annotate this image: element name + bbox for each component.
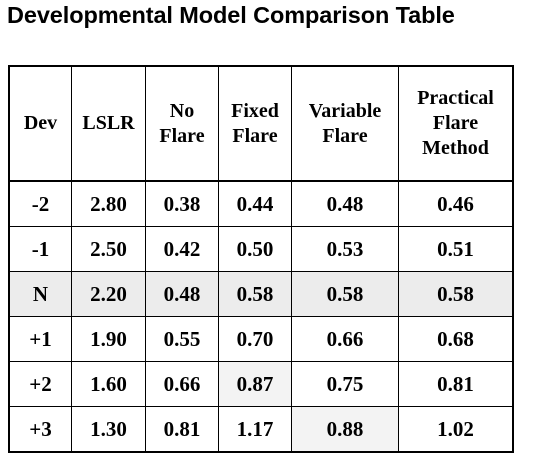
table-row: +1 1.90 0.55 0.70 0.66 0.68 bbox=[8, 316, 514, 362]
cell-practical-flare-method: 1.02 bbox=[398, 406, 514, 453]
cell-no-flare: 0.81 bbox=[145, 406, 219, 453]
header-dev: Dev bbox=[8, 65, 72, 182]
cell-dev: +2 bbox=[8, 361, 72, 407]
cell-fixed-flare: 0.44 bbox=[218, 180, 292, 227]
cell-no-flare: 0.66 bbox=[145, 361, 219, 407]
cell-dev: N bbox=[8, 271, 72, 317]
cell-dev: +1 bbox=[8, 316, 72, 362]
cell-dev: +3 bbox=[8, 406, 72, 453]
cell-lslr: 1.30 bbox=[71, 406, 146, 453]
cell-variable-flare: 0.48 bbox=[291, 180, 399, 227]
page-title: Developmental Model Comparison Table bbox=[7, 2, 455, 28]
cell-variable-flare: 0.58 bbox=[291, 271, 399, 317]
cell-lslr: 2.50 bbox=[71, 226, 146, 272]
cell-practical-flare-method: 0.81 bbox=[398, 361, 514, 407]
cell-no-flare: 0.48 bbox=[145, 271, 219, 317]
cell-practical-flare-method: 0.46 bbox=[398, 180, 514, 227]
cell-dev: -2 bbox=[8, 180, 72, 227]
header-variable-flare: Variable Flare bbox=[291, 65, 399, 182]
cell-fixed-flare: 0.58 bbox=[218, 271, 292, 317]
cell-lslr: 2.20 bbox=[71, 271, 146, 317]
comparison-table: Dev LSLR No Flare Fixed Flare Variable Flar… bbox=[8, 65, 514, 453]
cell-lslr: 1.90 bbox=[71, 316, 146, 362]
cell-variable-flare: 0.53 bbox=[291, 226, 399, 272]
cell-variable-flare: 0.66 bbox=[291, 316, 399, 362]
cell-fixed-flare: 0.50 bbox=[218, 226, 292, 272]
cell-fixed-flare: 0.70 bbox=[218, 316, 292, 362]
table-row: +2 1.60 0.66 0.87 0.75 0.81 bbox=[8, 361, 514, 407]
table-row: -2 2.80 0.38 0.44 0.48 0.46 bbox=[8, 180, 514, 227]
cell-practical-flare-method: 0.58 bbox=[398, 271, 514, 317]
header-no-flare: No Flare bbox=[145, 65, 219, 182]
cell-variable-flare: 0.75 bbox=[291, 361, 399, 407]
table-row-highlighted: N 2.20 0.48 0.58 0.58 0.58 bbox=[8, 271, 514, 317]
cell-lslr: 1.60 bbox=[71, 361, 146, 407]
table-row: +3 1.30 0.81 1.17 0.88 1.02 bbox=[8, 406, 514, 453]
cell-lslr: 2.80 bbox=[71, 180, 146, 227]
cell-fixed-flare: 1.17 bbox=[218, 406, 292, 453]
table-header-row: Dev LSLR No Flare Fixed Flare Variable Flar… bbox=[8, 65, 514, 182]
header-practical-flare-method: Practical Flare Method bbox=[398, 65, 514, 182]
cell-variable-flare: 0.88 bbox=[291, 406, 399, 453]
cell-dev: -1 bbox=[8, 226, 72, 272]
cell-no-flare: 0.42 bbox=[145, 226, 219, 272]
cell-fixed-flare: 0.87 bbox=[218, 361, 292, 407]
table-row: -1 2.50 0.42 0.50 0.53 0.51 bbox=[8, 226, 514, 272]
cell-practical-flare-method: 0.68 bbox=[398, 316, 514, 362]
cell-no-flare: 0.38 bbox=[145, 180, 219, 227]
cell-no-flare: 0.55 bbox=[145, 316, 219, 362]
header-lslr: LSLR bbox=[71, 65, 146, 182]
header-fixed-flare: Fixed Flare bbox=[218, 65, 292, 182]
cell-practical-flare-method: 0.51 bbox=[398, 226, 514, 272]
